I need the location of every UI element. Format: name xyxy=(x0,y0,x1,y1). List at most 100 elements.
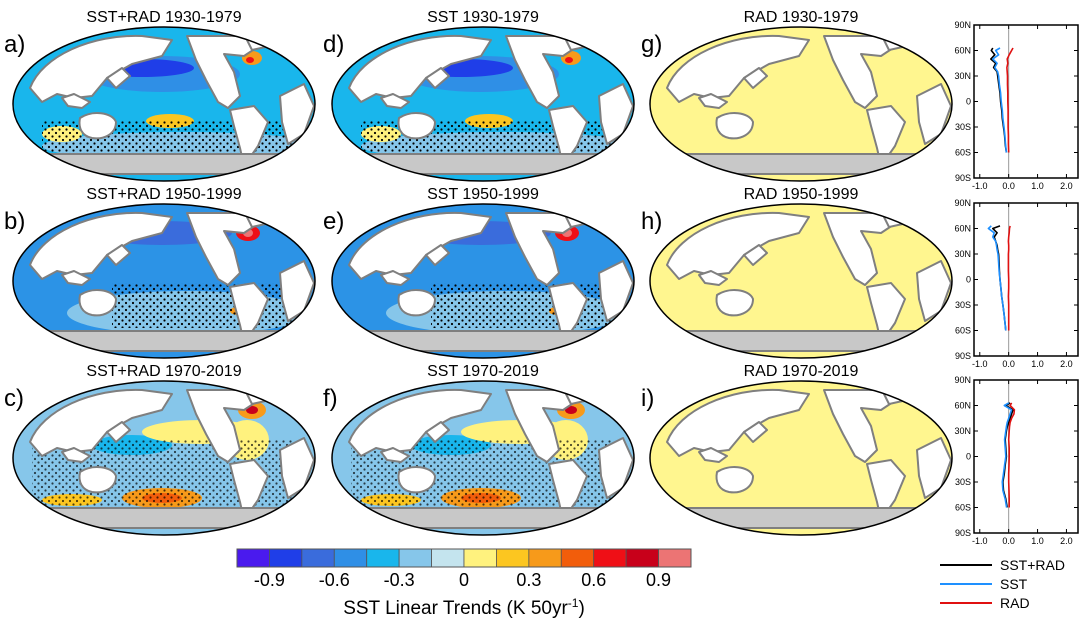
asia-east-coast xyxy=(425,67,450,89)
colorbar-swatch xyxy=(593,548,627,568)
x-tick-label: -1.0 xyxy=(972,359,988,369)
panel-letter: c) xyxy=(4,385,24,412)
maritime-continent xyxy=(61,93,91,109)
panel-title: SST+RAD 1950-1999 xyxy=(86,186,241,203)
africa-landmass xyxy=(598,260,634,322)
antarctica-landmass xyxy=(19,507,313,529)
profile-frame xyxy=(973,202,1079,357)
y-tick-label: 0 xyxy=(966,97,971,107)
asia-landmass xyxy=(666,34,810,103)
maritime-continent xyxy=(61,270,91,286)
x-tick-label: 2.0 xyxy=(1060,181,1073,191)
y-tick-label: 60S xyxy=(955,148,971,158)
x-tick-label: 0.0 xyxy=(1002,181,1015,191)
panel-title: RAD 1970-2019 xyxy=(744,363,859,380)
asia-east-coast xyxy=(743,421,768,443)
colorbar-label-end: ) xyxy=(578,598,584,619)
asia-landmass xyxy=(29,211,173,280)
x-tick-label: -1.0 xyxy=(972,536,988,546)
asia-landmass xyxy=(666,211,810,280)
north-atlantic-core-anomaly xyxy=(565,406,577,414)
panel-title: SST 1930-1979 xyxy=(427,9,539,26)
colorbar-swatch xyxy=(333,548,368,568)
map-panel-d: d) SST 1930-1979 xyxy=(323,9,635,182)
y-tick-label: 30S xyxy=(955,477,971,487)
series-line-rad xyxy=(1007,402,1016,508)
y-tick-label: 60N xyxy=(954,46,971,56)
panel-title: SST+RAD 1930-1979 xyxy=(86,9,241,26)
y-tick-label: 60N xyxy=(954,401,971,411)
map-panel-g: g) RAD 1930-1979 xyxy=(641,9,953,182)
maritime-continent xyxy=(698,93,728,109)
map-panel-c: c) SST+RAD 1970-2019 xyxy=(4,363,316,536)
profile-frame xyxy=(973,379,1079,534)
maritime-continent xyxy=(380,93,410,109)
series-line-rad xyxy=(1006,47,1014,153)
map-field xyxy=(13,381,315,535)
x-tick-label: 1.0 xyxy=(1031,181,1044,191)
legend-label: SST xyxy=(1000,576,1028,592)
antarctica-landmass xyxy=(656,330,950,352)
colorbar-swatch xyxy=(398,548,432,568)
antarctica-landmass xyxy=(338,330,632,352)
asia-landmass xyxy=(29,34,173,103)
colorbar-tick-label: -0.6 xyxy=(319,570,350,590)
australia-landmass xyxy=(715,289,754,317)
asia-east-coast xyxy=(106,421,131,443)
colorbar-tick-label: 0.9 xyxy=(646,570,671,590)
colorbar-swatch xyxy=(528,548,562,568)
map-field xyxy=(332,204,634,358)
y-tick-label: 60S xyxy=(955,503,971,513)
africa-landmass xyxy=(279,83,315,145)
africa-landmass xyxy=(279,260,315,322)
antarctica-landmass xyxy=(338,153,632,175)
map-outline xyxy=(649,203,953,359)
colorbar-label-main: SST Linear Trends (K 50yr xyxy=(343,598,568,619)
map-outline xyxy=(331,203,635,359)
colorbar-tick-label: -0.9 xyxy=(254,570,285,590)
panel-letter: e) xyxy=(323,208,344,235)
panel-letter: f) xyxy=(323,385,338,412)
map-panels: a) SST+RAD 1930-1979 d) SST 1930-1979 g) RAD … xyxy=(4,9,953,536)
asia-east-coast xyxy=(425,421,450,443)
antarctica-landmass xyxy=(338,507,632,529)
y-tick-label: 90N xyxy=(954,198,971,208)
map-field xyxy=(650,204,952,358)
colorbar-tick-label: -0.3 xyxy=(384,570,415,590)
maritime-continent xyxy=(380,447,410,463)
north-atlantic-core-anomaly xyxy=(246,57,254,63)
y-tick-label: 90S xyxy=(955,351,971,361)
legend-label: RAD xyxy=(1000,595,1030,611)
x-tick-label: 1.0 xyxy=(1031,536,1044,546)
africa-landmass xyxy=(916,260,952,322)
map-outline xyxy=(331,26,635,182)
colorbar-swatch xyxy=(431,548,465,568)
map-field xyxy=(650,381,952,535)
maritime-continent xyxy=(380,270,410,286)
y-tick-label: 30N xyxy=(954,71,971,81)
profile-panel-2: 90N 60N 30N 0 30S 60S 90S-1.0 0.0 1.0 2.0 xyxy=(954,198,1079,369)
y-tick-label: 30S xyxy=(955,300,971,310)
asia-landmass xyxy=(29,388,173,457)
north-atlantic-core-anomaly xyxy=(565,57,573,63)
colorbar-label: SST Linear Trends (K 50yr-1) xyxy=(343,596,585,619)
map-field xyxy=(332,27,634,181)
map-panel-h: h) RAD 1950-1999 xyxy=(641,186,953,359)
asia-landmass xyxy=(666,388,810,457)
stipple-dot xyxy=(687,160,691,164)
australia-landmass xyxy=(78,466,117,494)
colorbar-label-sup: -1 xyxy=(568,596,579,610)
legend-label: SST+RAD xyxy=(1000,557,1065,573)
north-atlantic-core-anomaly xyxy=(246,406,258,414)
asia-east-coast xyxy=(425,244,450,266)
series-line-sst-rad xyxy=(989,47,1008,153)
colorbar-swatch xyxy=(236,548,270,568)
africa-landmass xyxy=(279,437,315,499)
africa-landmass xyxy=(598,437,634,499)
panel-title: RAD 1930-1979 xyxy=(744,9,859,26)
australia-landmass xyxy=(78,289,117,317)
africa-landmass xyxy=(916,83,952,145)
panel-title: SST+RAD 1970-2019 xyxy=(86,363,241,380)
